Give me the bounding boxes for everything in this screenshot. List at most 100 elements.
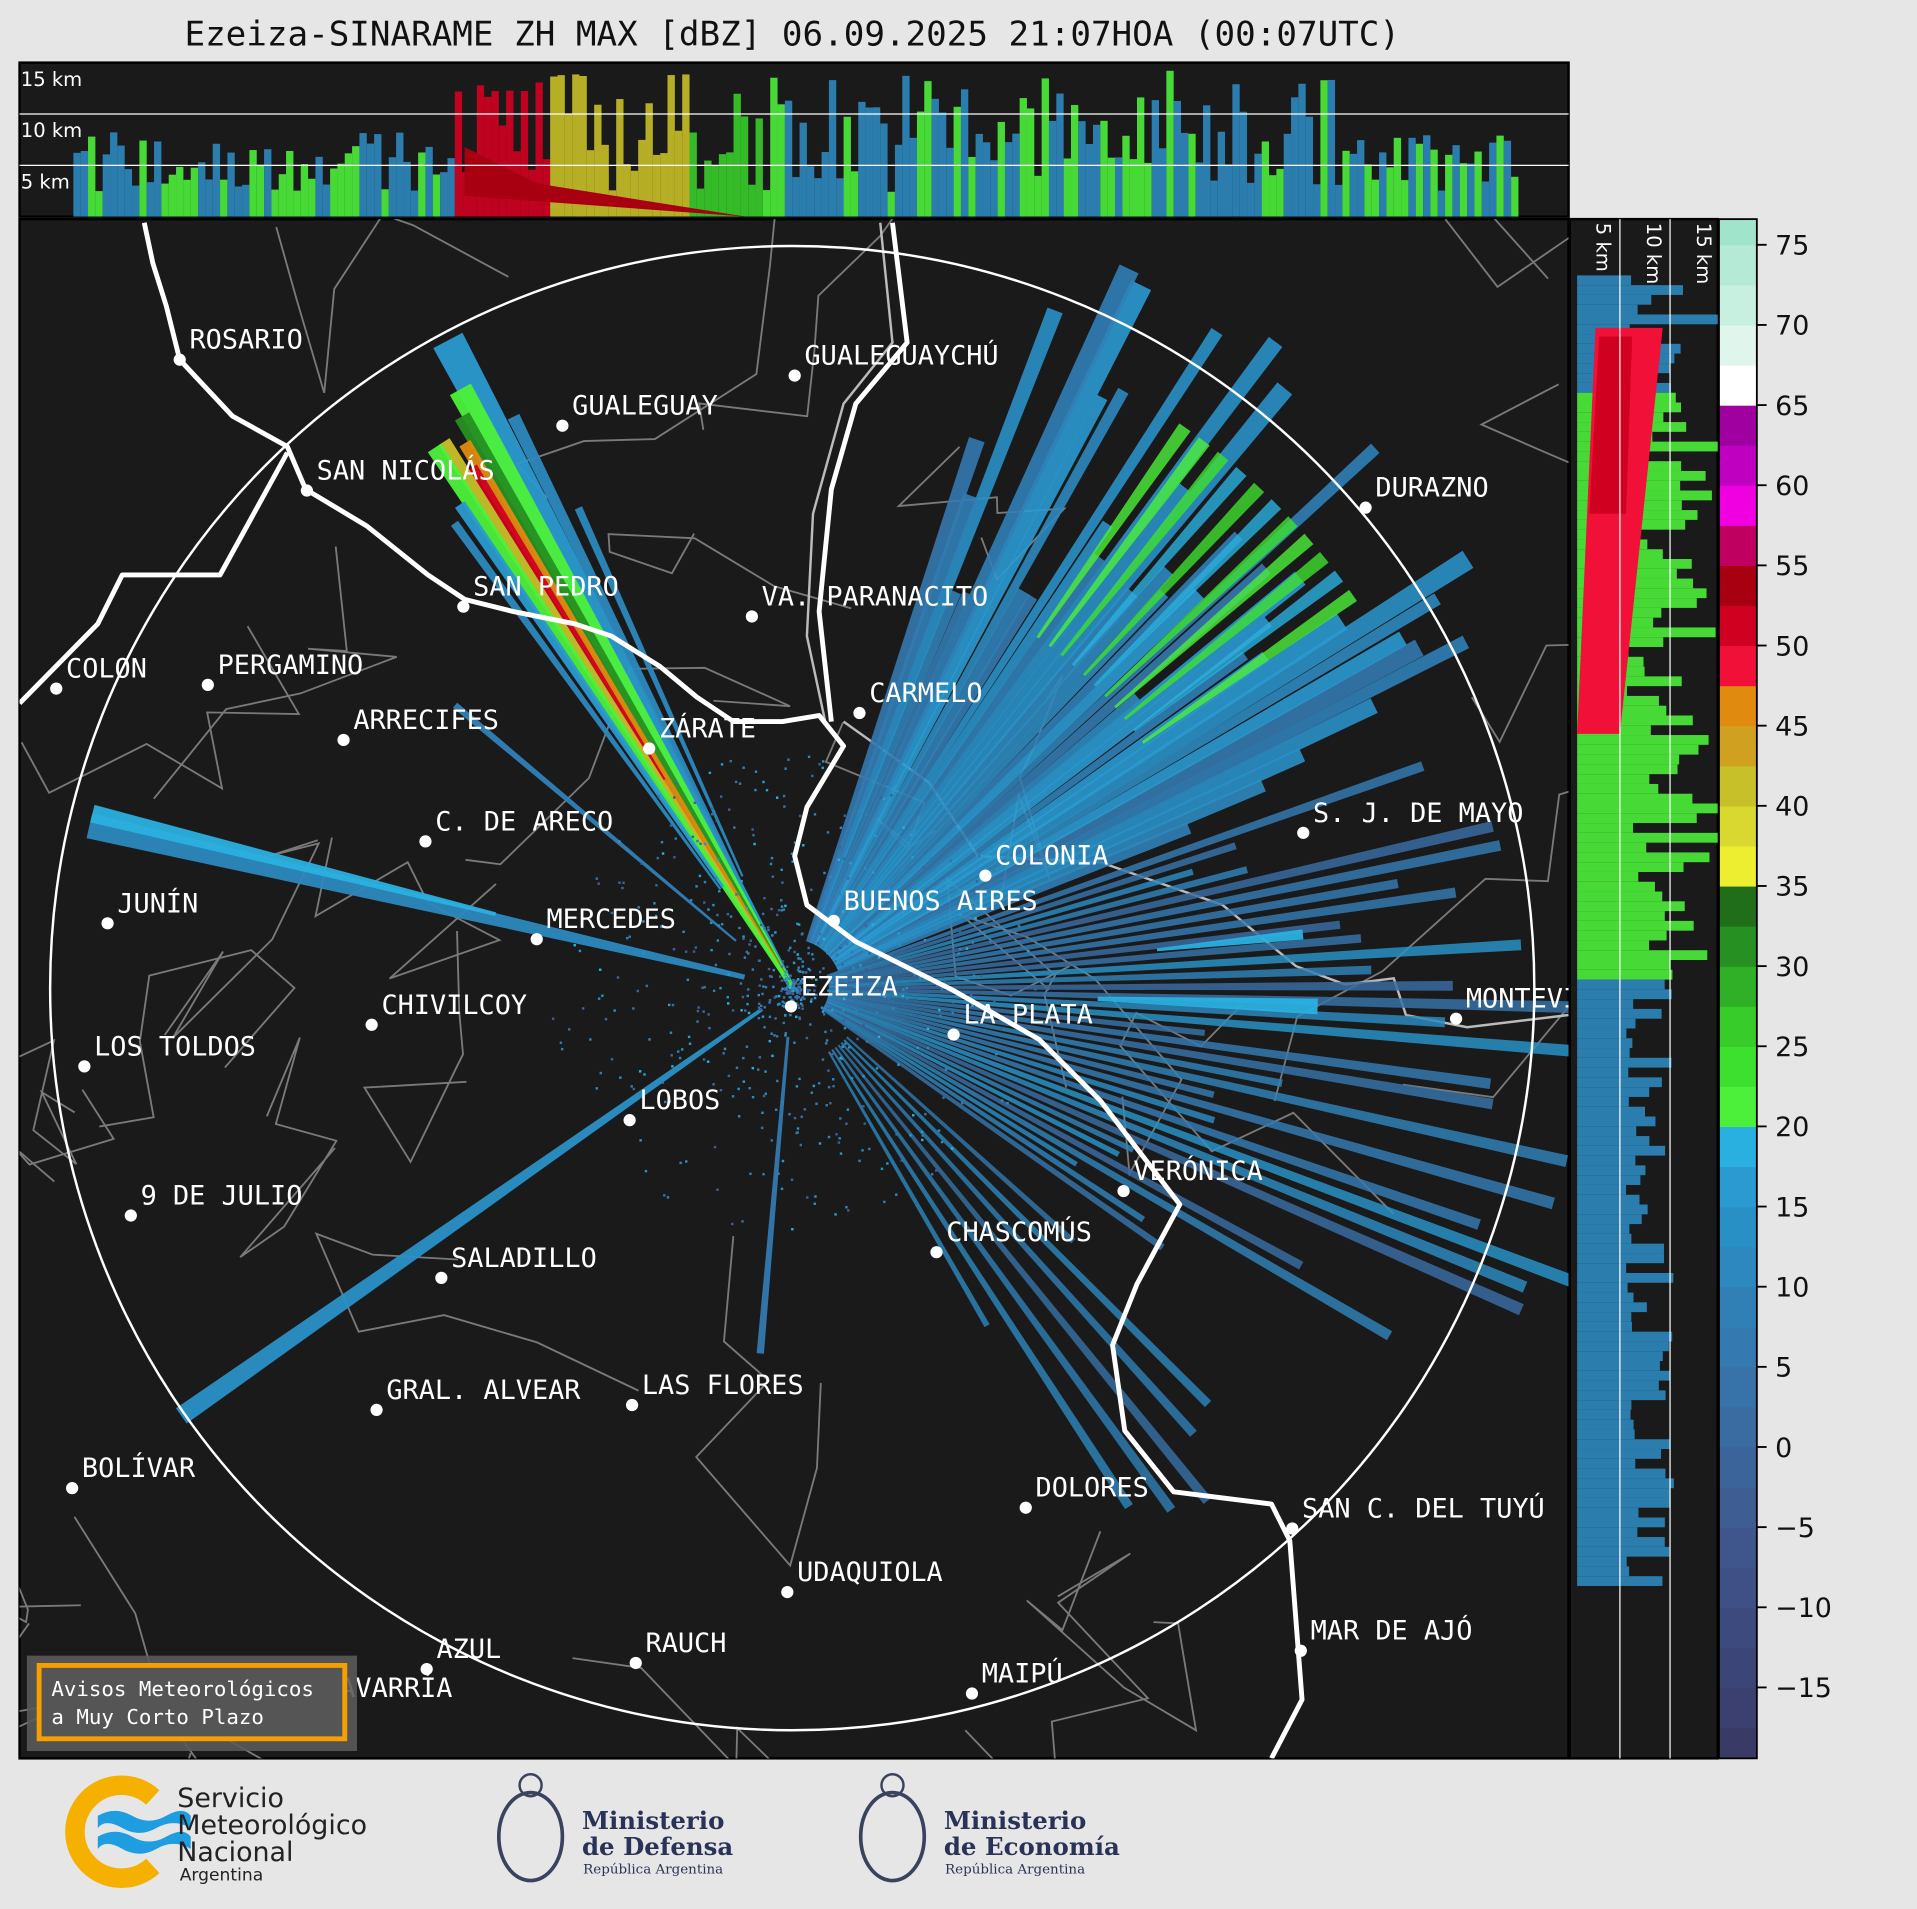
city-label: VA. PARANACITO bbox=[762, 581, 989, 612]
echo-column bbox=[88, 136, 96, 217]
echo-column bbox=[1063, 158, 1071, 217]
city-durazno[interactable]: DURAZNO bbox=[1359, 473, 1489, 514]
city-buenos-aires[interactable]: BUENOS AIRES bbox=[827, 886, 1038, 927]
city-label: AZUL bbox=[436, 1634, 501, 1665]
echo-column bbox=[784, 100, 793, 217]
city-ver-nica[interactable]: VERÓNICA bbox=[1117, 1155, 1263, 1198]
city-dot bbox=[173, 353, 186, 366]
city-label: BUENOS AIRES bbox=[844, 886, 1038, 917]
colorbar-bin bbox=[1718, 445, 1757, 486]
echo-column bbox=[1313, 184, 1321, 217]
city-arrecifes[interactable]: ARRECIFES bbox=[337, 705, 499, 747]
echo-row bbox=[1577, 842, 1647, 853]
city-gualeguay[interactable]: GUALEGUAY bbox=[556, 391, 718, 432]
city-san-nicol-s[interactable]: SAN NICOLÁS bbox=[300, 455, 495, 497]
echo-pixel bbox=[780, 899, 783, 902]
echo-pixel bbox=[836, 1010, 840, 1013]
city-rauch[interactable]: RAUCH bbox=[629, 1628, 727, 1670]
city-rosario[interactable]: ROSARIO bbox=[173, 325, 303, 366]
echo-segment bbox=[830, 616, 1272, 960]
echo-column bbox=[740, 116, 749, 217]
echo-pixel bbox=[798, 992, 802, 995]
colorbar-tick-label: 15 bbox=[1775, 1192, 1809, 1223]
city-udaquiola[interactable]: UDAQUIOLA bbox=[781, 1557, 943, 1599]
city-mar-de-aj-[interactable]: MAR DE AJÓ bbox=[1294, 1615, 1473, 1657]
colorbar-tick-label: 20 bbox=[1775, 1112, 1809, 1143]
city-lobos[interactable]: LOBOS bbox=[623, 1085, 721, 1127]
city-chascom-s[interactable]: CHASCOMÚS bbox=[930, 1216, 1092, 1259]
echo-pixel bbox=[789, 992, 792, 995]
echo-column bbox=[1489, 142, 1497, 217]
echo-segment bbox=[827, 1051, 990, 1328]
city-la-plata[interactable]: LA PLATA bbox=[947, 1000, 1093, 1041]
city-montevideo[interactable]: MONTEVIDEO bbox=[1449, 984, 1628, 1025]
colorbar-bin bbox=[1718, 685, 1757, 727]
city-carmelo[interactable]: CARMELO bbox=[853, 678, 983, 720]
echo-row bbox=[1577, 1165, 1646, 1176]
city-dot bbox=[435, 1271, 448, 1284]
city-los-toldos[interactable]: LOS TOLDOS bbox=[78, 1031, 256, 1073]
echo-pixel bbox=[761, 912, 765, 916]
echo-pixel bbox=[768, 1039, 771, 1043]
echo-pixel bbox=[650, 869, 653, 872]
echo-column bbox=[73, 152, 81, 217]
echo-pixel bbox=[688, 1042, 692, 1045]
city-dot bbox=[1297, 826, 1310, 839]
echo-pixel bbox=[796, 953, 800, 956]
city-saladillo[interactable]: SALADILLO bbox=[435, 1243, 597, 1284]
radar-map[interactable]: ROSARIO GUALEGUAYCHÚ GUALEGUAY SAN NICOLÁS D… bbox=[0, 150, 1772, 1909]
city-z-rate[interactable]: ZÁRATE bbox=[643, 712, 756, 755]
echo-row bbox=[1577, 1184, 1627, 1195]
echo-column bbox=[586, 150, 595, 217]
city-las-flores[interactable]: LAS FLORES bbox=[625, 1370, 804, 1412]
echo-pixel bbox=[798, 1017, 801, 1021]
echo-pixel bbox=[810, 1091, 814, 1094]
city-jun-n[interactable]: JUNÍN bbox=[101, 887, 198, 930]
city-azul[interactable]: AZUL bbox=[420, 1634, 502, 1676]
echo-row bbox=[1577, 1048, 1630, 1058]
echo-pixel bbox=[784, 1034, 787, 1037]
echo-pixel bbox=[795, 1085, 799, 1088]
echo-segment bbox=[834, 639, 1424, 967]
echo-pixel bbox=[825, 1039, 829, 1042]
echo-pixel bbox=[841, 1045, 844, 1048]
city-san-c-del-tuy-[interactable]: SAN C. DEL TUYÚ bbox=[1286, 1492, 1545, 1535]
echo-segment bbox=[823, 566, 1174, 953]
echo-pixel bbox=[940, 988, 944, 991]
city-maip-[interactable]: MAIPÚ bbox=[965, 1658, 1063, 1700]
border-line bbox=[239, 1037, 338, 1258]
city-9-de-julio[interactable]: 9 DE JULIO bbox=[124, 1181, 303, 1222]
city-colonia[interactable]: COLONIA bbox=[979, 841, 1108, 882]
echo-segment bbox=[1060, 451, 1229, 657]
city-ezeiza[interactable]: EZEIZA bbox=[784, 971, 898, 1013]
echo-row bbox=[1577, 764, 1678, 775]
colorbar-bin bbox=[1718, 1567, 1757, 1608]
echo-pixel bbox=[597, 882, 600, 885]
city-dot bbox=[784, 1000, 798, 1013]
height-label-15km: 15 km bbox=[21, 68, 82, 91]
city-pergamino[interactable]: PERGAMINO bbox=[201, 650, 364, 692]
echo-column bbox=[1181, 132, 1189, 217]
city-chivilcoy[interactable]: CHIVILCOY bbox=[365, 990, 528, 1031]
city-s-j-de-mayo[interactable]: S. J. DE MAYO bbox=[1297, 798, 1523, 839]
echo-pixel bbox=[762, 1094, 766, 1098]
echo-segment bbox=[827, 866, 1248, 980]
city-va-paranacito[interactable]: VA. PARANACITO bbox=[745, 581, 989, 623]
echo-segment bbox=[822, 587, 1139, 953]
echo-segment bbox=[1156, 929, 1304, 952]
city-dolores[interactable]: DOLORES bbox=[1019, 1473, 1149, 1514]
city-gral-alvear[interactable]: GRAL. ALVEAR bbox=[370, 1375, 581, 1417]
city-c-de-areco[interactable]: C. DE ARECO bbox=[419, 806, 613, 848]
echo-pixel bbox=[597, 997, 601, 1000]
city-gualeguaych-[interactable]: GUALEGUAYCHÚ bbox=[788, 340, 999, 382]
city-mercedes[interactable]: MERCEDES bbox=[530, 904, 676, 946]
city-colon[interactable]: COLON bbox=[50, 654, 147, 695]
city-bol-var[interactable]: BOLÍVAR bbox=[66, 1452, 196, 1495]
alert-box[interactable]: Avisos Meteorológicos a Muy Corto Plazo bbox=[26, 1655, 357, 1752]
echo-column bbox=[476, 85, 485, 217]
city-san-pedro[interactable]: SAN PEDRO bbox=[457, 572, 619, 613]
echo-pixel bbox=[696, 1009, 700, 1013]
border-line bbox=[697, 219, 894, 430]
echo-column bbox=[520, 91, 529, 217]
echo-pixel bbox=[808, 969, 812, 972]
